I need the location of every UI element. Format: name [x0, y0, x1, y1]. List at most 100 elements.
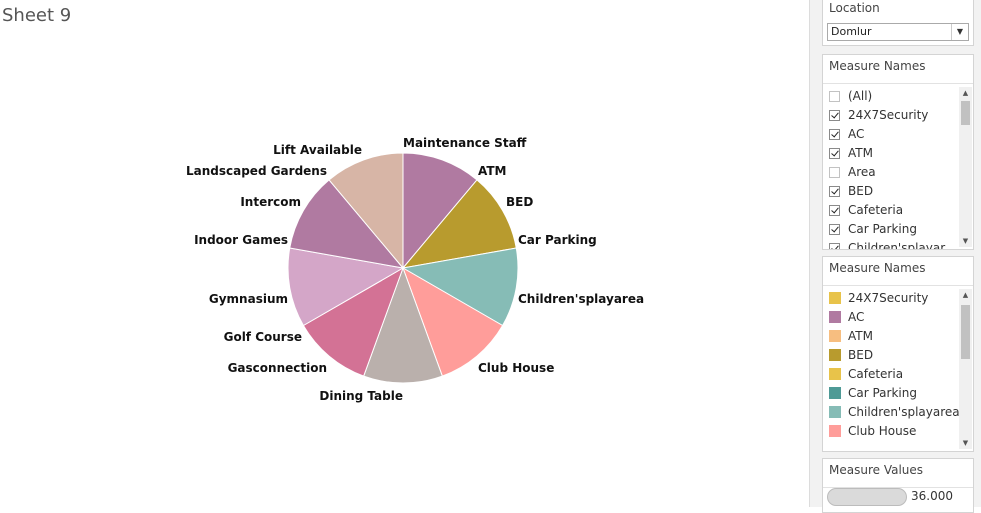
location-select[interactable]: Domlur ▼ [827, 23, 969, 41]
scroll-down-icon[interactable]: ▼ [962, 439, 969, 447]
checkbox-checked-icon[interactable] [829, 110, 840, 121]
pie-slice[interactable] [363, 266, 443, 384]
legend-item[interactable]: 24X7Security [823, 289, 959, 308]
pie-slice-label: Landscaped Gardens [186, 164, 327, 178]
filter-item-label: Cafeteria [848, 203, 904, 217]
pie-slices [287, 152, 519, 384]
pie-slice[interactable] [401, 179, 517, 269]
filter-item[interactable]: 24X7Security [823, 106, 959, 125]
checkbox-checked-icon[interactable] [829, 186, 840, 197]
filter-item-label: Car Parking [848, 222, 917, 236]
scroll-up-icon[interactable]: ▲ [962, 89, 969, 97]
legend-item-label: BED [848, 348, 874, 362]
pie-chart: Maintenance Staff ATM BED Car Parking Childr… [186, 136, 644, 403]
filter-scrollbar[interactable]: ▲ ▼ [959, 87, 972, 247]
pie-slice-label: Car Parking [518, 233, 597, 247]
measure-values-max: 36.000 [911, 489, 953, 503]
pie-slice-label: ATM [478, 164, 506, 178]
checkbox-checked-icon[interactable] [829, 224, 840, 235]
measure-values-card: Measure Values 36.000 [822, 458, 974, 513]
filter-item[interactable]: Area [823, 163, 959, 182]
pie-slice[interactable] [328, 152, 404, 270]
filter-item-label: (All) [848, 89, 873, 103]
pie-labels: Maintenance Staff ATM BED Car Parking Childr… [186, 136, 644, 403]
divider [823, 487, 973, 488]
pie-slice-label: Maintenance Staff [403, 136, 527, 150]
legend-item-label: Cafeteria [848, 367, 904, 381]
filter-item[interactable]: Children'splayar [823, 239, 959, 249]
filter-item-label: Area [848, 165, 876, 179]
legend-swatch [829, 425, 841, 437]
legend-swatch [829, 406, 841, 418]
legend-item-label: Children'splayarea [848, 405, 959, 419]
legend-item[interactable]: AC [823, 308, 959, 327]
scroll-thumb[interactable] [961, 305, 970, 359]
pie-slice-label: Club House [478, 361, 554, 375]
scroll-up-icon[interactable]: ▲ [962, 291, 969, 299]
checkbox-checked-icon[interactable] [829, 205, 840, 216]
pie-slice[interactable] [302, 266, 404, 377]
measure-names-filter-list: (All) 24X7Security AC ATM Area BED Cafeteria Ca… [823, 87, 959, 249]
pie-slice-label: Gasconnection [228, 361, 327, 375]
legend-title: Measure Names [829, 261, 926, 275]
checkbox-checked-icon[interactable] [829, 129, 840, 140]
legend-swatch [829, 349, 841, 361]
filter-item-label: Children'splayar [848, 241, 946, 249]
checkbox-icon[interactable] [829, 91, 840, 102]
legend-item[interactable]: Car Parking [823, 384, 959, 403]
pie-slice-label: Children'splayarea [518, 292, 644, 306]
pie-slice-label: Gymnasium [209, 292, 288, 306]
pie-slice-label: Dining Table [319, 389, 403, 403]
filter-item[interactable]: (All) [823, 87, 959, 106]
legend-swatch [829, 330, 841, 342]
legend-list: 24X7Security AC ATM BED Cafeteria Car Parking… [823, 289, 959, 451]
filter-item-label: BED [848, 184, 874, 198]
pie-slice[interactable] [402, 152, 478, 270]
filter-item[interactable]: Cafeteria [823, 201, 959, 220]
checkbox-checked-icon[interactable] [829, 148, 840, 159]
legend-item[interactable]: BED [823, 346, 959, 365]
measure-values-slider[interactable] [827, 488, 907, 506]
pie-slice[interactable] [287, 247, 405, 327]
chevron-down-icon[interactable]: ▼ [951, 24, 968, 40]
filter-item[interactable]: AC [823, 125, 959, 144]
side-panel: Location Domlur ▼ Measure Names (All) 24X… [809, 0, 981, 513]
filter-item[interactable]: ATM [823, 144, 959, 163]
pie-slice-label: BED [506, 195, 533, 209]
legend-item[interactable]: Cafeteria [823, 365, 959, 384]
pie-slice[interactable] [402, 266, 504, 377]
legend-scrollbar[interactable]: ▲ ▼ [959, 289, 972, 449]
pie-slice-label: Lift Available [273, 143, 362, 157]
legend-swatch [829, 368, 841, 380]
legend-item-label: 24X7Security [848, 291, 929, 305]
sheet-title: Sheet 9 [2, 5, 72, 26]
divider [823, 285, 973, 286]
legend-item[interactable]: Children'splayarea [823, 403, 959, 422]
legend-item[interactable]: Club House [823, 422, 959, 441]
filter-item[interactable]: BED [823, 182, 959, 201]
scroll-down-icon[interactable]: ▼ [962, 237, 969, 245]
legend-item[interactable]: ATM [823, 327, 959, 346]
location-select-value: Domlur [831, 25, 872, 38]
measure-names-filter-card: Measure Names (All) 24X7Security AC ATM Area… [822, 54, 974, 250]
pie-slice[interactable] [289, 179, 405, 269]
pie-slice-label: Indoor Games [194, 233, 288, 247]
checkbox-checked-icon[interactable] [829, 243, 840, 249]
legend-swatch [829, 387, 841, 399]
measure-names-legend-card: Measure Names 24X7Security AC ATM BED Cafete… [822, 256, 974, 452]
checkbox-icon[interactable] [829, 167, 840, 178]
filter-item-label: ATM [848, 146, 873, 160]
legend-swatch [829, 311, 841, 323]
legend-item-label: AC [848, 310, 865, 324]
filter-item-label: AC [848, 127, 865, 141]
filter-item-label: 24X7Security [848, 108, 929, 122]
location-filter-card: Location Domlur ▼ [822, 0, 974, 46]
legend-item-label: Club House [848, 424, 917, 438]
filter-item[interactable]: Car Parking [823, 220, 959, 239]
scroll-thumb[interactable] [961, 101, 970, 125]
legend-swatch [829, 292, 841, 304]
legend-item-label: Car Parking [848, 386, 917, 400]
pie-slice-label: Golf Course [224, 330, 302, 344]
location-filter-title: Location [829, 1, 880, 15]
pie-slice[interactable] [401, 247, 519, 327]
